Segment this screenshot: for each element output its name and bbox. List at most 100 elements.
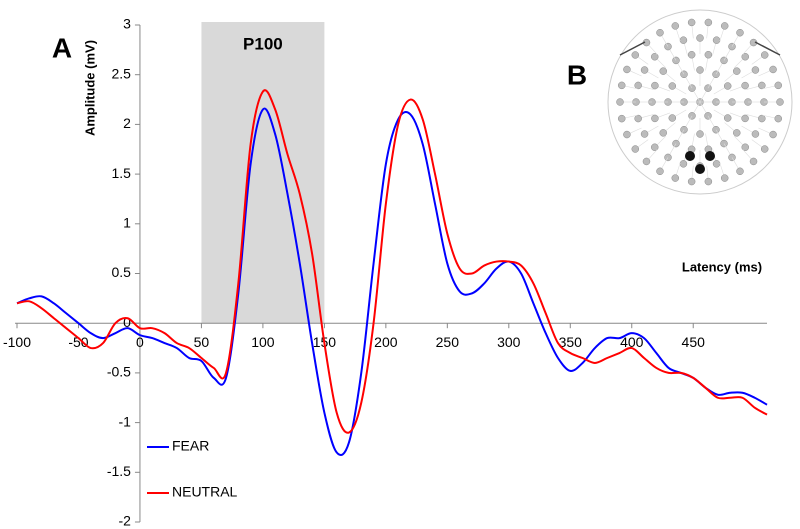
electrode	[733, 129, 741, 137]
electrode	[741, 143, 750, 152]
x-tick-label: 0	[136, 334, 144, 350]
y-axis-title: Amplitude (mV)	[82, 40, 97, 136]
electrode	[671, 174, 680, 182]
electrode	[751, 66, 760, 74]
y-tick-label: 0.5	[111, 264, 131, 280]
electrode	[679, 36, 688, 44]
series-line	[16, 107, 768, 456]
x-tick-label: 350	[559, 334, 583, 350]
x-tick-label: -50	[68, 334, 88, 350]
electrode	[671, 22, 680, 30]
electrode	[760, 145, 769, 153]
electrode	[751, 130, 760, 138]
electrode	[631, 51, 640, 59]
y-tick-label: 2	[123, 115, 131, 131]
electrode	[631, 145, 640, 153]
electrode	[617, 114, 626, 123]
electrode	[749, 157, 758, 166]
x-tick-label: 300	[497, 334, 521, 350]
electrode	[696, 34, 704, 42]
electrode	[758, 81, 766, 90]
panel-label: A	[52, 32, 72, 63]
electrode	[650, 143, 659, 152]
electrode	[704, 177, 713, 186]
electrode	[723, 82, 732, 90]
mesh-line	[754, 41, 781, 56]
electrode	[650, 52, 659, 61]
electrode	[696, 66, 704, 74]
electrode	[687, 18, 696, 27]
legend-label: FEAR	[172, 438, 209, 454]
y-tick-label: 1.5	[111, 165, 131, 181]
electrode	[712, 160, 721, 168]
electrode	[741, 114, 749, 123]
y-tick-label: -1	[118, 413, 131, 429]
electrode	[723, 114, 732, 122]
x-tick-label: -100	[3, 334, 31, 350]
electrode	[712, 36, 721, 44]
highlight-band	[201, 22, 325, 324]
electrode	[642, 157, 651, 166]
electrode	[651, 114, 659, 123]
electrode-map	[607, 9, 793, 195]
electrode	[696, 130, 704, 138]
electrode	[760, 51, 769, 59]
electrode	[733, 67, 741, 75]
y-tick-label: 0	[123, 314, 131, 330]
electrode	[741, 52, 750, 61]
legend-label: NEUTRAL	[172, 484, 238, 500]
x-tick-label: 100	[251, 334, 275, 350]
electrode	[668, 114, 677, 122]
electrode	[668, 82, 677, 90]
electrode	[617, 81, 626, 90]
electrode	[659, 129, 667, 137]
electrode	[656, 167, 664, 176]
electrode	[774, 81, 783, 90]
highlight-label: P100	[243, 34, 283, 53]
electrode	[640, 130, 649, 138]
electrode	[656, 28, 664, 37]
electrode	[687, 177, 696, 186]
x-tick-label: 50	[194, 334, 210, 350]
electrode	[679, 160, 688, 168]
electrode	[720, 22, 729, 30]
y-tick-label: -0.5	[107, 364, 131, 380]
electrode	[640, 66, 649, 74]
electrode-selected	[685, 151, 695, 161]
x-tick-label: 250	[436, 334, 460, 350]
x-tick-label: 450	[682, 334, 706, 350]
y-tick-label: -1.5	[107, 463, 131, 479]
electrode	[651, 81, 659, 90]
electrode	[741, 81, 749, 90]
series-line	[16, 89, 768, 434]
electrode	[704, 18, 713, 27]
electrode-selected	[705, 151, 715, 161]
electrode	[687, 50, 696, 59]
electrode	[659, 67, 667, 75]
electrode	[634, 81, 642, 90]
electrode	[736, 167, 744, 176]
electrode	[616, 98, 624, 106]
y-tick-label: 1	[123, 215, 131, 231]
electrode	[769, 130, 777, 139]
y-tick-label: 2.5	[111, 65, 131, 81]
panel-label: B	[567, 59, 587, 90]
electrode	[634, 114, 642, 123]
electrode	[774, 114, 783, 123]
electrode	[720, 174, 729, 182]
x-tick-label: 400	[620, 334, 644, 350]
electrode	[736, 28, 744, 37]
electrode	[704, 50, 713, 59]
x-axis-title: Latency (ms)	[682, 259, 762, 274]
electrode	[623, 130, 631, 139]
y-tick-label: -2	[118, 513, 131, 529]
electrode	[769, 65, 777, 74]
mesh-line	[619, 41, 646, 56]
electrode-selected	[695, 164, 705, 174]
electrode	[623, 65, 631, 74]
electrode	[758, 114, 766, 123]
x-tick-label: 200	[374, 334, 398, 350]
y-tick-label: 3	[123, 16, 131, 32]
electrode	[776, 98, 784, 106]
